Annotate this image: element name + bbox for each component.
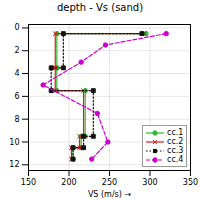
svg-text:VS (m/s) →: VS (m/s) → xyxy=(88,190,132,199)
svg-text:300: 300 xyxy=(142,178,157,187)
svg-text:350: 350 xyxy=(183,178,198,187)
svg-text:0: 0 xyxy=(14,23,19,32)
svg-text:2: 2 xyxy=(14,46,19,55)
html-text:depth - Vs (sand): depth - Vs (sand) xyxy=(56,2,144,13)
svg-text:200: 200 xyxy=(61,178,76,187)
svg-text:4: 4 xyxy=(14,69,19,78)
svg-text:10: 10 xyxy=(9,138,19,147)
html-text:cc.1: cc.1 xyxy=(167,128,184,137)
svg-text:12: 12 xyxy=(9,160,19,169)
html-text:cc.3: cc.3 xyxy=(167,146,184,155)
svg-text:8: 8 xyxy=(14,115,19,124)
svg-text:6: 6 xyxy=(14,92,19,101)
svg-text:250: 250 xyxy=(102,178,117,187)
html-text:cc.4: cc.4 xyxy=(167,155,184,164)
svg-text:150: 150 xyxy=(21,178,36,187)
html-text:cc.2: cc.2 xyxy=(167,137,184,146)
